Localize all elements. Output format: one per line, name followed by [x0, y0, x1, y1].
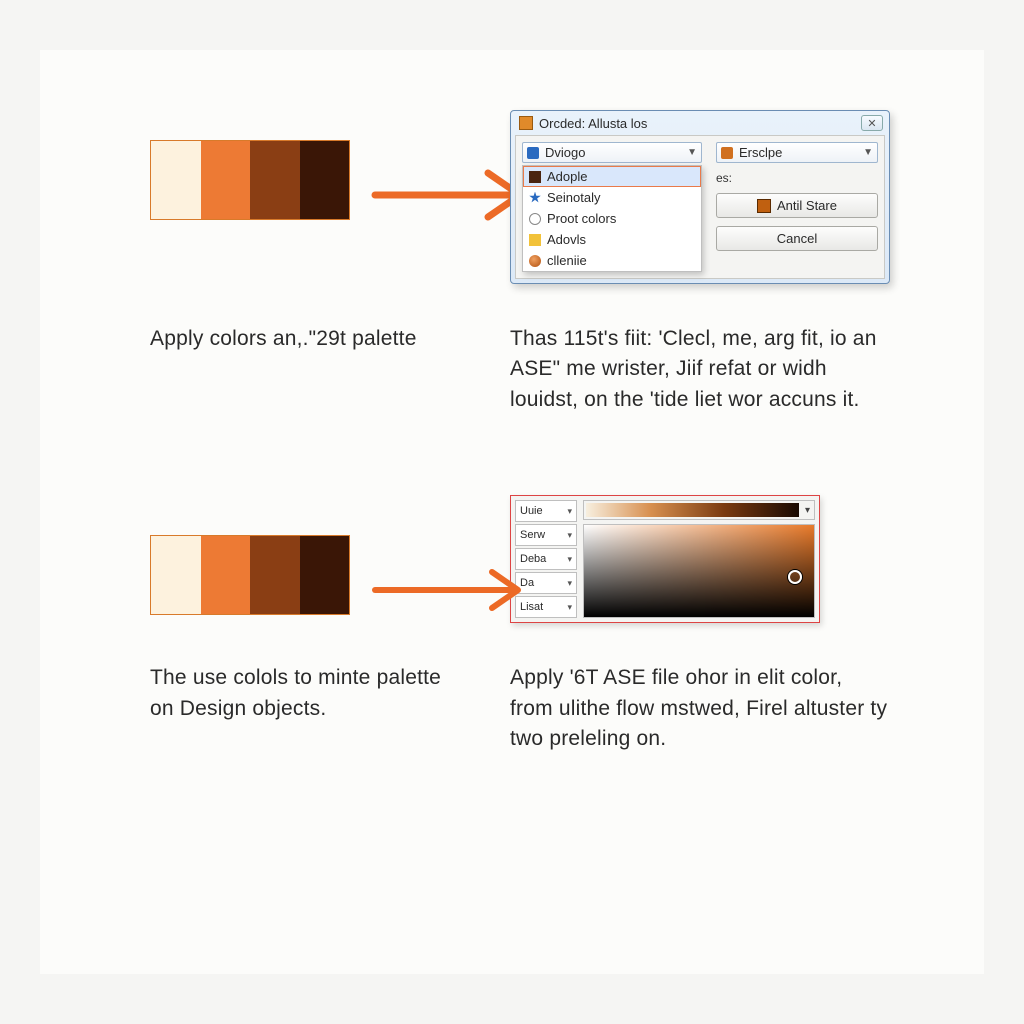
swatch-4: [300, 536, 350, 614]
button-label: Cancel: [777, 231, 817, 246]
preset-icon: [721, 147, 733, 159]
swatch-4: [300, 141, 350, 219]
list-item[interactable]: Adople: [523, 166, 701, 187]
cancel-button[interactable]: Cancel: [716, 226, 878, 251]
list-item[interactable]: clleniie: [523, 250, 701, 271]
swatch-2: [201, 141, 251, 219]
dialog-title-icon: [519, 116, 533, 130]
step2-illustration: [100, 455, 460, 623]
folder-icon: [529, 234, 541, 246]
dialog-titlebar[interactable]: Orcded: Allusta los ✕: [511, 111, 889, 135]
list-item[interactable]: Adovls: [523, 229, 701, 250]
step1-description: Thas 115t's fiit: 'Clecl, me, arg fit, i…: [510, 324, 890, 415]
globe-icon: [529, 255, 541, 267]
button-label: Antil Stare: [777, 198, 837, 213]
step1-target: Orcded: Allusta los ✕ Dviogo ▼: [520, 120, 924, 284]
color-field[interactable]: [583, 524, 815, 618]
confirm-button[interactable]: Antil Stare: [716, 193, 878, 218]
preset-select[interactable]: Serw▾: [515, 524, 577, 546]
star-icon: [529, 192, 541, 204]
color-picker-panel: Uuie▾ Serw▾ Deba▾ Da▾ Lisat▾ ▾: [510, 495, 820, 623]
color-palette: [150, 140, 350, 220]
chevron-down-icon: ▼: [863, 147, 873, 158]
export-dialog: Orcded: Allusta los ✕ Dviogo ▼: [510, 110, 890, 284]
close-icon[interactable]: ✕: [861, 115, 883, 131]
dropdown-icon: [527, 147, 539, 159]
step1-illustration: [100, 120, 460, 284]
list-item-label: Proot colors: [547, 211, 616, 226]
preset-dropdown[interactable]: Ersclpe ▼: [716, 142, 878, 163]
tutorial-page: Orcded: Allusta los ✕ Dviogo ▼: [40, 50, 984, 974]
list-item[interactable]: Seinotaly: [523, 187, 701, 208]
format-listbox[interactable]: Adople Seinotaly Proot colors: [522, 165, 702, 272]
dialog-title: Orcded: Allusta los: [539, 116, 647, 131]
hue-strip[interactable]: ▾: [583, 500, 815, 520]
color-palette: [150, 535, 350, 615]
step1-caption: Apply colors an,."29t palette: [150, 324, 460, 354]
swatch-icon: [529, 171, 541, 183]
preset-label: Ersclpe: [739, 145, 782, 160]
swatch-1: [151, 536, 201, 614]
field-label: es:: [716, 171, 878, 185]
list-item[interactable]: Proot colors: [523, 208, 701, 229]
list-item-label: clleniie: [547, 253, 587, 268]
dropdown-value: Dviogo: [545, 145, 585, 160]
arrow-icon: [370, 560, 540, 620]
list-item-label: Adovls: [547, 232, 586, 247]
swatch-2: [201, 536, 251, 614]
swatch-3: [250, 141, 300, 219]
step2-caption: The use colols to minte palette on Desig…: [150, 663, 460, 724]
list-item-label: Adople: [547, 169, 587, 184]
circle-icon: [529, 213, 541, 225]
preset-select[interactable]: Uuie▾: [515, 500, 577, 522]
chevron-down-icon: ▼: [687, 147, 697, 158]
list-item-label: Seinotaly: [547, 190, 600, 205]
step2-target: Uuie▾ Serw▾ Deba▾ Da▾ Lisat▾ ▾: [510, 455, 924, 623]
format-dropdown[interactable]: Dviogo ▼: [522, 142, 702, 163]
button-icon: [757, 199, 771, 213]
swatch-3: [250, 536, 300, 614]
step2-description: Apply '6T ASE file ohor in elit color, f…: [510, 663, 890, 754]
swatch-1: [151, 141, 201, 219]
